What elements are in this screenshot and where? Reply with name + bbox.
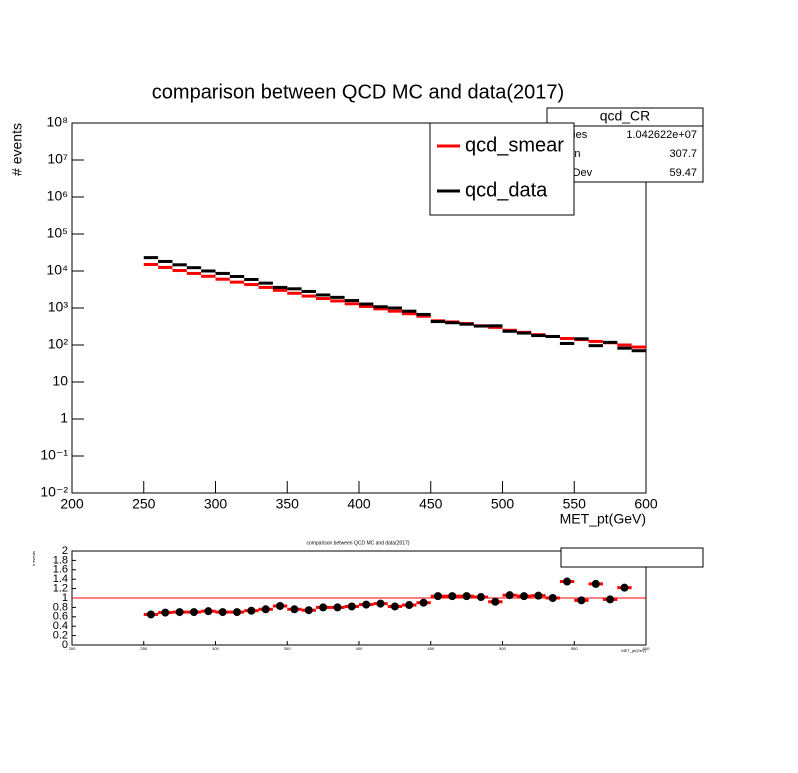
ratio-point: [405, 601, 414, 610]
legend-label: qcd_smear: [465, 134, 564, 156]
x-tick-label: 250: [132, 496, 156, 512]
x-tick-label: 550: [563, 496, 587, 512]
chart-title: comparison between QCD MC and data(2017): [152, 81, 564, 103]
ratio-point: [233, 608, 242, 617]
stats-value: 307.7: [669, 148, 697, 160]
ratio-point: [376, 599, 385, 608]
y-tick-label: 10⁵: [47, 225, 68, 241]
y-tick-label: 1: [60, 410, 68, 426]
ratio-point: [419, 598, 428, 607]
y-axis-label: # events: [31, 551, 36, 566]
y-tick-label: 1: [62, 592, 68, 604]
y-tick-label: 0.2: [53, 630, 68, 642]
ratio-point: [476, 593, 485, 602]
ratio-point: [548, 594, 557, 602]
ratio-point: [276, 601, 285, 610]
x-tick-label: 350: [276, 496, 300, 512]
ratio-point: [347, 602, 356, 611]
x-tick-label: 600: [643, 646, 650, 651]
ratio-point: [304, 606, 313, 615]
y-axis-label: # events: [9, 123, 25, 176]
x-tick-label: 550: [571, 646, 578, 651]
ratio-point: [261, 605, 270, 614]
ratio-point: [390, 602, 399, 611]
x-axis-label: MET_pt(GeV): [621, 648, 646, 653]
y-tick-label: 1.6: [53, 564, 68, 576]
y-tick-label: 10⁷: [47, 151, 68, 167]
y-tick-label: 0.4: [53, 620, 68, 632]
ratio-point: [563, 577, 572, 586]
ratio-point: [290, 605, 299, 614]
ratio-point: [606, 595, 615, 604]
x-tick-label: 450: [427, 646, 434, 651]
x-tick-label: 250: [140, 646, 147, 651]
x-tick-label: 450: [419, 496, 443, 512]
y-tick-label: 10⁻²: [40, 484, 68, 500]
y-tick-label: 10³: [48, 299, 69, 315]
ratio-point: [146, 610, 155, 619]
ratio-point: [462, 592, 471, 601]
ratio-point: [591, 579, 600, 588]
y-tick-label: 1.4: [53, 573, 68, 585]
x-tick-label: 350: [284, 646, 291, 651]
ratio-point: [247, 606, 256, 615]
ratio-point: [491, 597, 500, 606]
ratio-point: [520, 592, 529, 601]
x-tick-label: 500: [499, 646, 506, 651]
ratio-point: [333, 603, 342, 612]
y-tick-label: 10⁸: [47, 114, 69, 130]
y-tick-label: 1.2: [53, 583, 68, 595]
x-tick-label: 300: [204, 496, 228, 512]
ratio-point: [319, 603, 328, 612]
x-tick-label: 300: [212, 646, 219, 651]
legend-box: [429, 122, 575, 216]
stats-value: 59.47: [669, 167, 697, 179]
x-tick-label: 200: [60, 496, 84, 512]
y-tick-label: 10⁶: [47, 188, 68, 204]
y-tick-label: 0.8: [53, 601, 68, 613]
x-tick-label: 600: [634, 496, 658, 512]
x-axis-label: MET_pt(GeV): [560, 511, 646, 527]
y-tick-label: 10²: [48, 336, 69, 352]
ratio-point: [175, 608, 184, 617]
x-tick-label: 400: [356, 646, 363, 651]
ratio-point: [189, 608, 198, 617]
x-tick-label: 500: [491, 496, 515, 512]
ratio-point: [448, 592, 457, 601]
x-tick-label: 400: [347, 496, 371, 512]
ratio-point: [534, 591, 543, 600]
y-tick-label: 2: [62, 545, 68, 557]
x-tick-label: 200: [69, 646, 76, 651]
ratio-point: [577, 596, 586, 605]
y-tick-label: 1.8: [53, 554, 68, 566]
ratio-point: [433, 592, 442, 601]
chart-title: comparison between QCD MC and data(2017): [306, 540, 409, 546]
y-tick-label: 10⁻¹: [40, 447, 68, 463]
y-tick-label: 0: [62, 639, 68, 651]
legend-label: qcd_data: [465, 179, 548, 201]
stats-box: [560, 547, 704, 568]
ratio-point: [620, 583, 629, 592]
ratio-point: [204, 607, 213, 616]
ratio-point: [362, 600, 371, 609]
ratio-point: [505, 591, 514, 600]
stats-value: 1.042622e+07: [626, 129, 697, 141]
y-tick-label: 10: [52, 373, 68, 389]
ratio-point: [161, 608, 170, 617]
stats-title: qcd_CR: [600, 108, 651, 124]
y-tick-label: 0.6: [53, 611, 68, 623]
y-tick-label: 10⁴: [46, 262, 68, 278]
ratio-point: [218, 608, 227, 617]
